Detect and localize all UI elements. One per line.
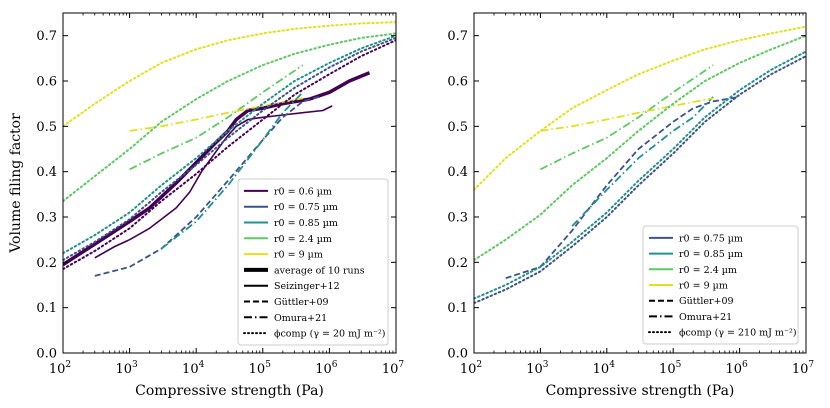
series-group — [63, 21, 396, 277]
series-line-1 — [571, 96, 714, 227]
series-line-2 — [539, 64, 714, 171]
x-tick-label: 106 — [725, 360, 748, 377]
legend: r0 = 0.6 µm r0 = 0.75 µm r0 = 0.85 µm r0 = … — [237, 178, 389, 346]
y-tick-label: 0.2 — [447, 256, 468, 271]
x-tick-label: 106 — [315, 360, 338, 377]
series-line-1 — [94, 105, 333, 259]
legend-label: r0 = 0.85 µm — [679, 249, 743, 260]
series-line-3 — [540, 97, 714, 132]
x-tick-label: 104 — [182, 360, 205, 377]
series-line-9 — [63, 36, 396, 262]
right-chart: 102 103 104 105 106 1070.00.10.20.30.40.50.60… — [447, 12, 815, 399]
y-ticks: 0.0 0.1 0.2 0.3 0.4 0.5 0.6 0.7 — [447, 29, 806, 362]
y-tick-label: 0.3 — [447, 211, 468, 226]
legend-label: r0 = 0.75 µm — [274, 202, 338, 213]
y-tick-label: 0.6 — [36, 75, 57, 90]
series-line-7 — [63, 32, 396, 203]
series-line-10 — [63, 39, 396, 271]
y-axis-title: Volume filing factor — [8, 113, 24, 254]
y-tick-label: 0.7 — [447, 29, 468, 44]
y-tick-label: 0.4 — [36, 165, 57, 180]
legend-label: ϕcomp (γ = 20 mJ m⁻²) — [274, 329, 386, 340]
legend-label: r0 = 2.4 µm — [679, 265, 737, 276]
series-line-6 — [63, 21, 396, 128]
series-line-3 — [160, 91, 304, 250]
y-tick-label: 0.1 — [36, 301, 57, 316]
series-line-4 — [474, 25, 806, 191]
series-line-0 — [63, 71, 371, 267]
x-ticks: 102 103 104 105 106 107 — [460, 13, 815, 377]
y-tick-label: 0.0 — [36, 347, 57, 362]
x-tick-label: 107 — [792, 360, 815, 377]
legend-label: r0 = 0.6 µm — [274, 186, 332, 197]
y-tick-label: 0.5 — [36, 120, 57, 135]
axes-frame — [473, 12, 807, 354]
legend-label: average of 10 runs — [274, 265, 365, 276]
series-line-8 — [63, 34, 396, 255]
x-tick-label: 105 — [659, 360, 682, 377]
y-tick-label: 0.1 — [447, 301, 468, 316]
legend-box — [642, 225, 799, 345]
x-tick-label: 104 — [593, 360, 616, 377]
y-tick-label: 0.5 — [447, 120, 468, 135]
x-axis-title: Compressive strength (Pa) — [135, 383, 324, 399]
legend: r0 = 0.75 µm r0 = 0.85 µm r0 = 2.4 µm r0 = … — [642, 225, 799, 345]
legend-label: Omura+21 — [679, 312, 732, 323]
y-tick-label: 0.7 — [36, 29, 57, 44]
legend-label: r0 = 9 µm — [679, 281, 728, 292]
left-chart: 102 103 104 105 106 1070.00.10.20.30.40.50.60… — [8, 12, 405, 399]
series-group — [474, 25, 806, 305]
legend-label: r0 = 9 µm — [274, 250, 323, 261]
series-line-4 — [129, 64, 304, 171]
x-tick-label: 103 — [115, 360, 138, 377]
x-tick-label: 102 — [49, 360, 71, 377]
legend-label: r0 = 2.4 µm — [274, 234, 332, 245]
y-tick-label: 0.2 — [36, 256, 57, 271]
x-tick-label: 103 — [526, 360, 549, 377]
legend-label: Güttler+09 — [679, 296, 734, 307]
series-line-2 — [94, 96, 320, 277]
legend-label: Omura+21 — [274, 313, 327, 324]
x-tick-label: 105 — [249, 360, 272, 377]
legend-label: r0 = 0.75 µm — [679, 233, 743, 244]
y-ticks: 0.0 0.1 0.2 0.3 0.4 0.5 0.6 0.7 — [36, 29, 396, 362]
legend-label: ϕcomp (γ = 210 mJ m⁻²) — [679, 328, 797, 339]
legend-label: Güttler+09 — [274, 297, 329, 308]
legend-label: r0 = 0.85 µm — [274, 218, 338, 229]
legend-label: Seizinger+12 — [274, 281, 340, 292]
y-tick-label: 0.0 — [447, 347, 468, 362]
series-line-6 — [474, 50, 806, 300]
x-axis-title: Compressive strength (Pa) — [546, 383, 735, 399]
x-tick-label: 107 — [382, 360, 405, 377]
x-tick-label: 102 — [460, 360, 482, 377]
x-ticks: 102 103 104 105 106 107 — [49, 13, 405, 377]
series-line-5 — [474, 34, 806, 262]
series-line-7 — [474, 55, 806, 305]
y-tick-label: 0.6 — [447, 75, 468, 90]
y-tick-label: 0.4 — [447, 165, 468, 180]
axes-frame — [62, 12, 397, 354]
y-tick-label: 0.3 — [36, 211, 57, 226]
legend-box — [237, 178, 389, 346]
